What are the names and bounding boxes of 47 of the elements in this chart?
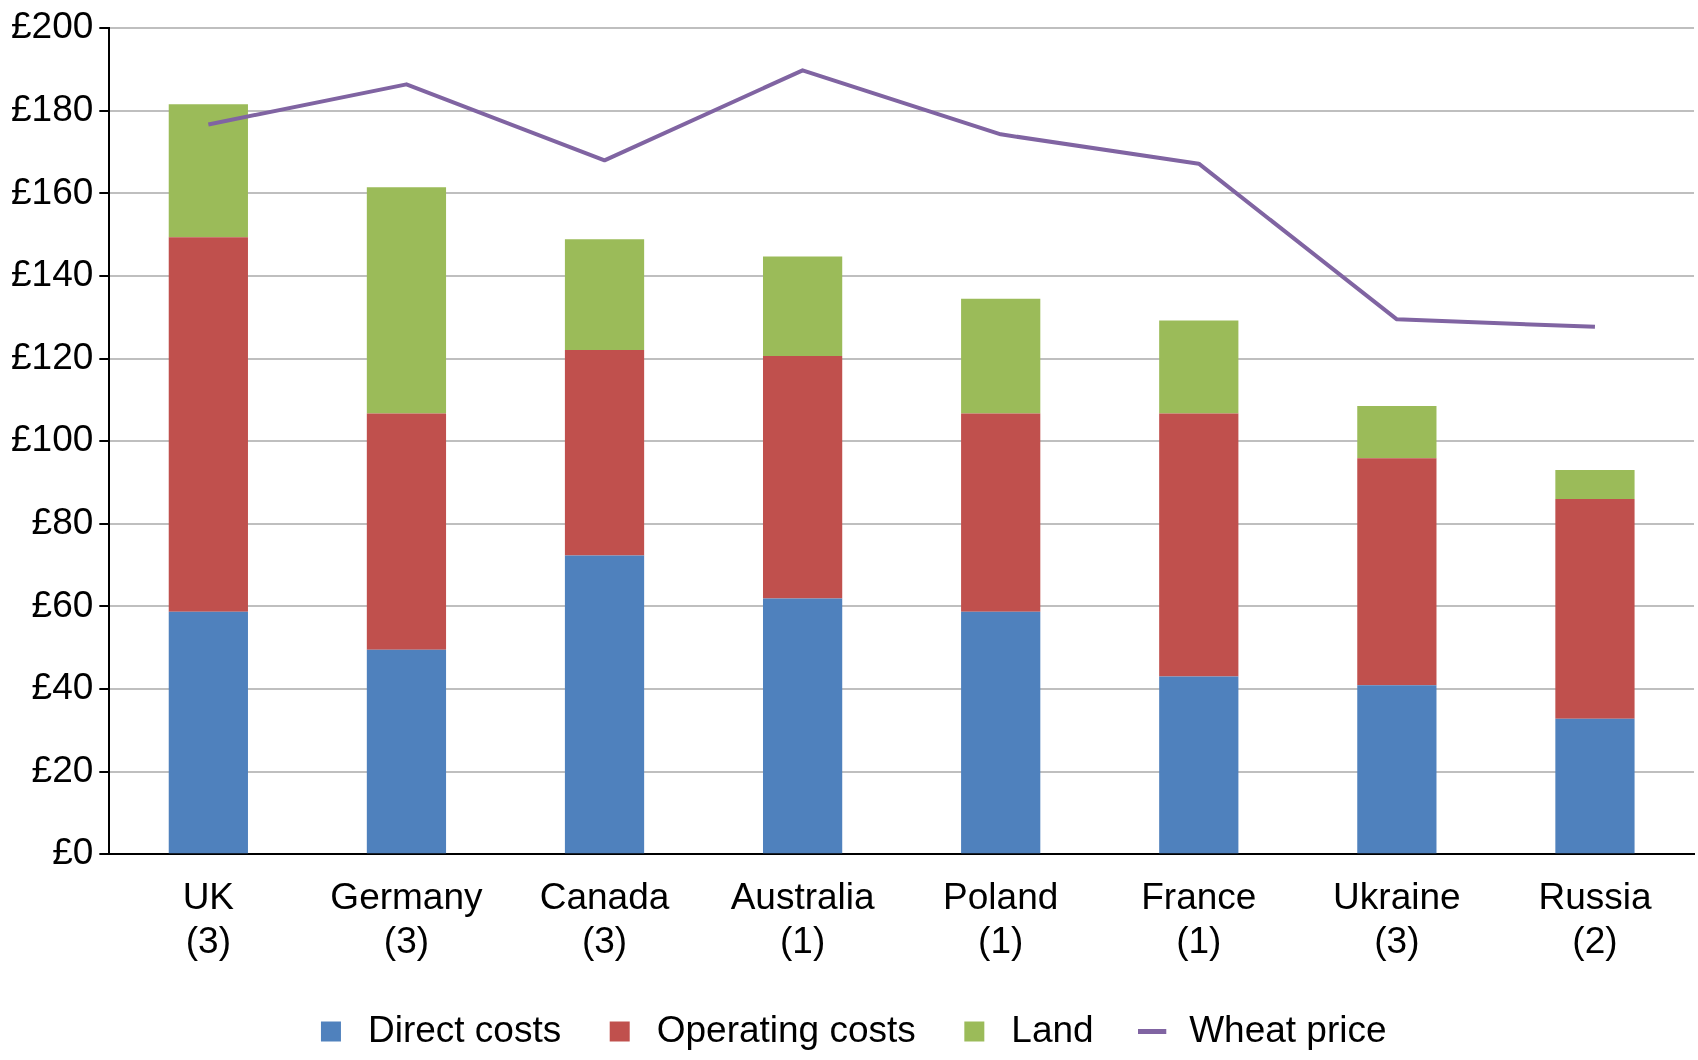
- bar: [564, 349, 645, 556]
- y-tick-label: £100: [11, 418, 94, 460]
- bar: [763, 256, 843, 357]
- bar: [961, 611, 1041, 854]
- bar: [1555, 470, 1635, 500]
- bar: [763, 356, 843, 599]
- y-tick-label: £20: [31, 748, 94, 790]
- x-tick-label: Canada (3): [539, 875, 670, 961]
- x-tick-label: Russia (2): [1538, 875, 1652, 961]
- bar: [1357, 685, 1437, 854]
- bar: [168, 611, 248, 854]
- x-tick-label: Poland (1): [943, 875, 1059, 961]
- bar: [1555, 499, 1635, 719]
- y-tick-label: £140: [11, 253, 94, 295]
- x-tick-label: France (1): [1141, 875, 1257, 961]
- bar: [1159, 413, 1239, 677]
- y-tick-label: £0: [52, 831, 94, 873]
- bar: [1357, 406, 1437, 459]
- bar: [168, 104, 248, 238]
- y-tick-label: £80: [31, 501, 94, 542]
- x-tick-label: Germany (3): [330, 875, 484, 961]
- bar: [961, 413, 1041, 612]
- y-tick-label: £40: [31, 666, 94, 708]
- y-tick-label: £120: [11, 335, 94, 377]
- bar: [1159, 676, 1239, 854]
- x-tick-label: Ukraine (3): [1333, 875, 1461, 961]
- x-tick-label: UK (3): [182, 875, 235, 961]
- bar: [1159, 320, 1239, 414]
- bar: [961, 298, 1041, 414]
- legend-label: Wheat price: [1189, 1008, 1387, 1050]
- bar: [564, 239, 645, 350]
- legend-label: Direct costs: [367, 1008, 562, 1050]
- y-tick-label: £60: [31, 583, 94, 625]
- legend-label: Operating costs: [656, 1008, 916, 1050]
- x-tick-label: Australia (1): [730, 875, 876, 961]
- bar: [366, 413, 447, 650]
- bar: [168, 237, 248, 612]
- bar: [564, 555, 645, 854]
- bar: [1357, 458, 1437, 686]
- y-tick-label: £180: [11, 88, 94, 129]
- bar: [763, 598, 843, 854]
- bar: [366, 649, 447, 854]
- y-tick-label: £160: [11, 170, 94, 212]
- y-tick-label: £200: [11, 5, 94, 47]
- bar: [366, 187, 447, 414]
- legend-label: Land: [1011, 1008, 1094, 1050]
- bar: [1555, 718, 1635, 854]
